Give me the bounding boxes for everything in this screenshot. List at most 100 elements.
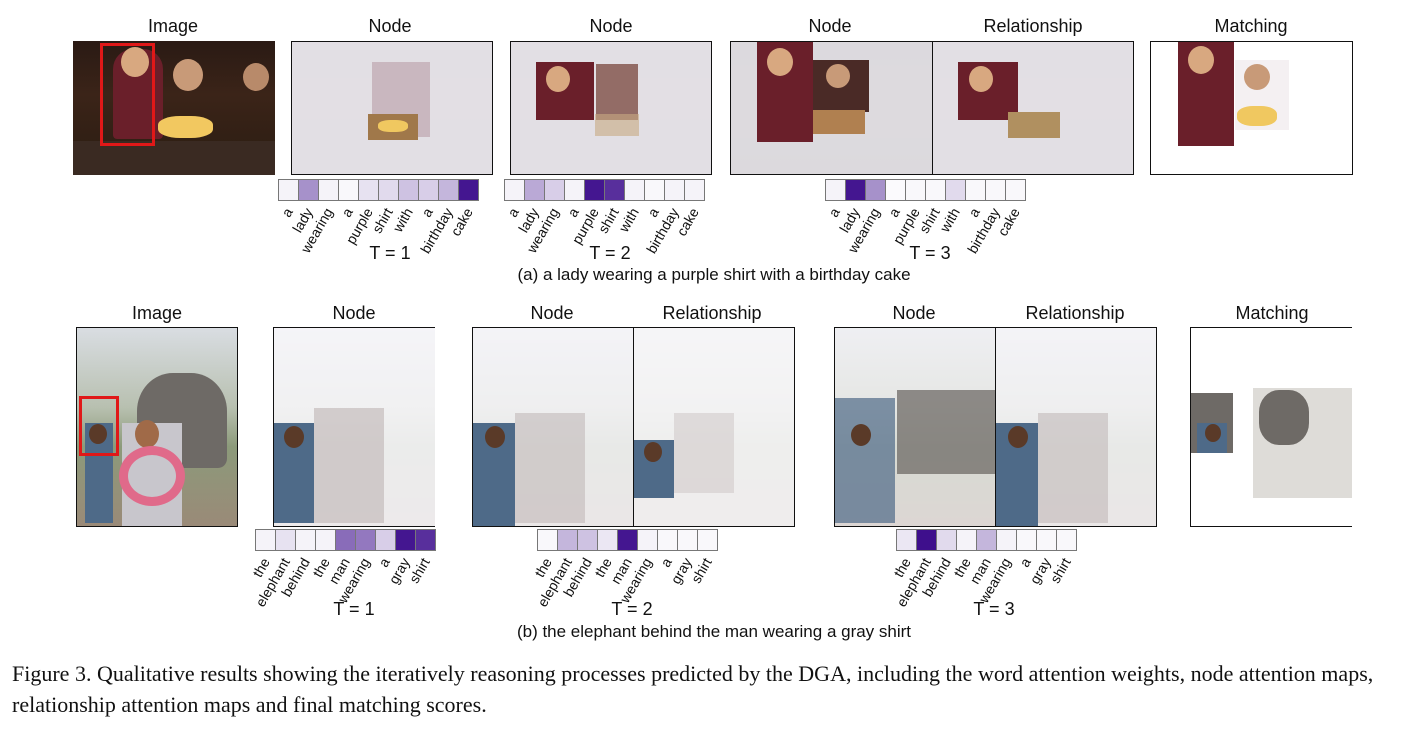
strip-a3-cell-7 [965, 179, 986, 201]
relationship-attention-map-a-t3 [932, 41, 1134, 175]
strip-b3-cell-7 [1036, 529, 1057, 551]
strip-b3-cell-6 [1016, 529, 1037, 551]
header-relationship-b2: Relationship [662, 303, 762, 323]
header-matching-a: Matching [1214, 16, 1288, 36]
relationship-attention-map-b-t3 [995, 327, 1157, 527]
strip-b2-cell-1 [557, 529, 578, 551]
header-relationship-a: Relationship [983, 16, 1083, 36]
subcaption-b: (b) the elephant behind the man wearing … [516, 622, 912, 641]
strip-b1-cell-6 [375, 529, 396, 551]
strip-a2-cell-7 [644, 179, 665, 201]
t-label-b2: T = 2 [611, 599, 653, 619]
relationship-attention-map-b-t2 [633, 327, 795, 527]
header-node-a2: Node [589, 16, 633, 36]
strip-b3-cell-8 [1056, 529, 1077, 551]
strip-a1-cell-9 [458, 179, 479, 201]
strip-b2-cell-8 [697, 529, 718, 551]
strip-b3-cell-4 [976, 529, 997, 551]
t-label-a3: T = 3 [909, 243, 951, 263]
header-image-a: Image [147, 16, 199, 36]
word-attention-strip-b-t2 [537, 529, 718, 551]
strip-b1-cell-7 [395, 529, 416, 551]
strip-b3-cell-1 [916, 529, 937, 551]
strip-a1-cell-4 [358, 179, 379, 201]
strip-b3-cell-0 [896, 529, 917, 551]
t-label-a1: T = 1 [369, 243, 411, 263]
header-matching-b: Matching [1235, 303, 1309, 323]
strip-a2-cell-3 [564, 179, 585, 201]
header-node-b2: Node [530, 303, 574, 323]
strip-a1-cell-2 [318, 179, 339, 201]
strip-b2-cell-5 [637, 529, 658, 551]
t-label-a2: T = 2 [589, 243, 631, 263]
strip-b2-cell-6 [657, 529, 678, 551]
strip-b1-cell-5 [355, 529, 376, 551]
matching-map-a [1150, 41, 1353, 175]
strip-b2-cell-4 [617, 529, 638, 551]
strip-b3-cell-5 [996, 529, 1017, 551]
strip-a3-cell-2 [865, 179, 886, 201]
figure-caption: Figure 3. Qualitative results showing th… [12, 661, 1374, 717]
strip-a1-cell-3 [338, 179, 359, 201]
strip-a3-cell-8 [985, 179, 1006, 201]
strip-a1-cell-8 [438, 179, 459, 201]
node-attention-map-b-t3 [834, 327, 996, 527]
strip-b3-cell-2 [936, 529, 957, 551]
referred-object-box-a [100, 43, 155, 146]
word-attention-strip-b-t3 [896, 529, 1077, 551]
header-node-a3: Node [808, 16, 852, 36]
word-attention-strip-a-t1 [278, 179, 479, 201]
strip-b1-cell-8 [415, 529, 436, 551]
strip-b2-cell-7 [677, 529, 698, 551]
strip-a1-cell-7 [418, 179, 439, 201]
header-image-b: Image [131, 303, 183, 323]
node-attention-map-b-t2 [472, 327, 634, 527]
strip-a3-cell-4 [905, 179, 926, 201]
header-node-a1: Node [368, 16, 412, 36]
referred-object-box-b [79, 396, 119, 456]
word-attention-strip-a-t3 [825, 179, 1026, 201]
strip-a3-cell-0 [825, 179, 846, 201]
strip-a3-cell-9 [1005, 179, 1026, 201]
strip-a2-cell-8 [664, 179, 685, 201]
node-attention-map-a-t1 [291, 41, 493, 175]
strip-a1-cell-6 [398, 179, 419, 201]
node-attention-map-a-t3 [730, 41, 933, 175]
t-label-b3: T = 3 [973, 599, 1015, 619]
strip-b1-cell-1 [275, 529, 296, 551]
subcaption-a: (a) a lady wearing a purple shirt with a… [517, 265, 911, 284]
matching-map-b [1190, 327, 1352, 527]
strip-a2-cell-1 [524, 179, 545, 201]
node-attention-map-b-t1 [273, 327, 435, 527]
strip-b1-cell-0 [255, 529, 276, 551]
strip-b1-cell-3 [315, 529, 336, 551]
node-attention-map-a-t2 [510, 41, 712, 175]
header-node-b3: Node [892, 303, 936, 323]
word-attention-strip-a-t2 [504, 179, 705, 201]
strip-b2-cell-3 [597, 529, 618, 551]
strip-a1-cell-1 [298, 179, 319, 201]
word-attention-strip-b-t1 [255, 529, 436, 551]
strip-b1-cell-4 [335, 529, 356, 551]
strip-a3-cell-3 [885, 179, 906, 201]
strip-a2-cell-6 [624, 179, 645, 201]
strip-b2-cell-2 [577, 529, 598, 551]
strip-a2-cell-5 [604, 179, 625, 201]
input-image-b [76, 327, 238, 527]
t-label-b1: T = 1 [333, 599, 375, 619]
strip-a3-cell-5 [925, 179, 946, 201]
strip-a2-cell-4 [584, 179, 605, 201]
strip-b3-cell-3 [956, 529, 977, 551]
strip-a3-cell-6 [945, 179, 966, 201]
input-image-a [73, 41, 275, 175]
strip-a1-cell-0 [278, 179, 299, 201]
strip-a2-cell-2 [544, 179, 565, 201]
header-relationship-b3: Relationship [1025, 303, 1125, 323]
strip-a1-cell-5 [378, 179, 399, 201]
strip-a3-cell-1 [845, 179, 866, 201]
strip-a2-cell-9 [684, 179, 705, 201]
strip-a2-cell-0 [504, 179, 525, 201]
strip-b1-cell-2 [295, 529, 316, 551]
header-node-b1: Node [332, 303, 376, 323]
strip-b2-cell-0 [537, 529, 558, 551]
